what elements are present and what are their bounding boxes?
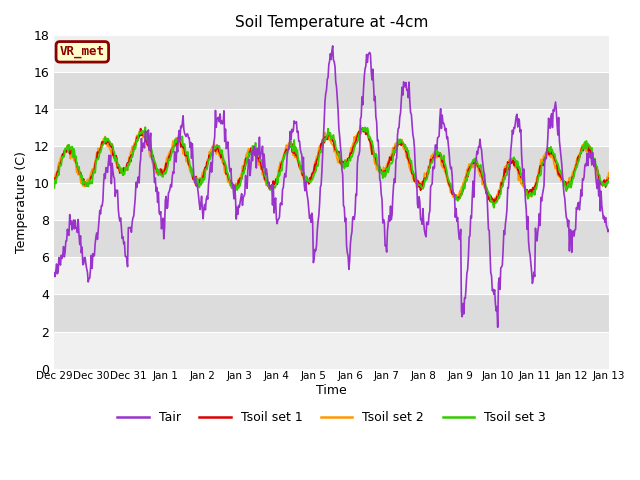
Tsoil set 2 — [400, 146, 408, 152]
Tair — [494, 324, 502, 330]
Tsoil set 1 — [118, 166, 125, 172]
Tsoil set 3 — [490, 205, 498, 211]
Bar — [54, 183, 609, 220]
Tsoil set 3 — [400, 141, 408, 147]
Tair — [329, 43, 337, 49]
Tsoil set 3 — [416, 182, 424, 188]
Line: Tair: Tair — [54, 46, 609, 327]
Legend: Tair, Tsoil set 1, Tsoil set 2, Tsoil set 3: Tair, Tsoil set 1, Tsoil set 2, Tsoil se… — [112, 406, 551, 429]
Tsoil set 1 — [492, 200, 500, 205]
Tsoil set 3 — [141, 124, 149, 130]
Bar — [54, 332, 609, 369]
Tsoil set 3 — [60, 152, 68, 158]
Bar — [54, 36, 609, 72]
Tsoil set 2 — [356, 123, 364, 129]
Tsoil set 2 — [605, 170, 612, 176]
Tsoil set 1 — [400, 141, 408, 147]
X-axis label: Time: Time — [316, 384, 347, 397]
Line: Tsoil set 3: Tsoil set 3 — [54, 127, 609, 208]
Tair — [416, 199, 424, 204]
Tsoil set 1 — [416, 181, 424, 187]
Tsoil set 2 — [174, 136, 182, 142]
Tsoil set 3 — [605, 177, 612, 183]
Tsoil set 2 — [60, 150, 68, 156]
Tsoil set 2 — [118, 166, 125, 171]
Tsoil set 1 — [605, 176, 612, 181]
Bar — [54, 146, 609, 183]
Tsoil set 1 — [174, 135, 182, 141]
Line: Tsoil set 1: Tsoil set 1 — [54, 128, 609, 203]
Title: Soil Temperature at -4cm: Soil Temperature at -4cm — [235, 15, 428, 30]
Tsoil set 1 — [60, 148, 68, 154]
Tair — [118, 225, 125, 230]
Text: VR_met: VR_met — [60, 45, 105, 59]
Tsoil set 2 — [416, 182, 424, 188]
Tsoil set 1 — [203, 159, 211, 165]
Bar — [54, 109, 609, 146]
Bar — [54, 295, 609, 332]
Bar — [54, 72, 609, 109]
Tsoil set 3 — [204, 161, 212, 167]
Tsoil set 1 — [359, 125, 367, 131]
Tsoil set 3 — [51, 185, 58, 191]
Tsoil set 3 — [118, 166, 125, 171]
Tair — [174, 149, 182, 155]
Bar — [54, 220, 609, 257]
Tair — [60, 254, 68, 260]
Tsoil set 2 — [203, 158, 211, 164]
Tsoil set 2 — [51, 174, 58, 180]
Tsoil set 3 — [175, 135, 182, 141]
Tair — [400, 79, 408, 85]
Tair — [203, 193, 211, 199]
Tsoil set 1 — [51, 176, 58, 181]
Y-axis label: Temperature (C): Temperature (C) — [15, 151, 28, 253]
Bar — [54, 257, 609, 295]
Tair — [51, 270, 58, 276]
Tsoil set 2 — [490, 201, 498, 206]
Tair — [605, 227, 612, 233]
Line: Tsoil set 2: Tsoil set 2 — [54, 126, 609, 204]
